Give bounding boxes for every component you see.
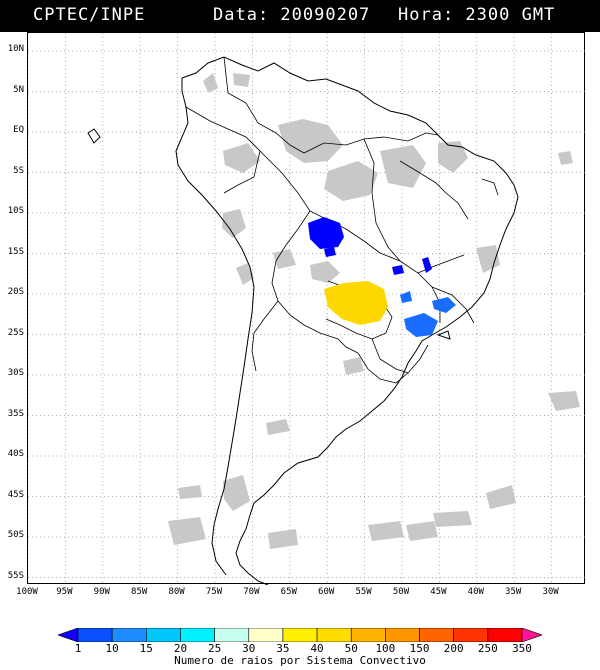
legend-tick-label: 15: [139, 642, 153, 655]
time-label: Hora: 2300 GMT: [398, 5, 556, 25]
lat-label: 20S: [7, 287, 24, 297]
source-label: CPTEC/INPE: [33, 5, 146, 25]
legend-tick-label: 40: [310, 642, 324, 655]
lon-label: 35W: [505, 587, 522, 597]
lon-label: 60W: [318, 587, 335, 597]
legend-tick-label: 20: [173, 642, 188, 655]
lat-label: 55S: [7, 570, 24, 581]
lightning-systems: [308, 217, 456, 337]
coastline: [87, 56, 519, 585]
legend-tick-label: 10: [105, 642, 119, 655]
lon-label: 85W: [131, 587, 148, 597]
legend-swatch: [521, 628, 542, 642]
legend-swatch: [487, 628, 523, 642]
map-header: CPTEC/INPE Data: 20090207 Hora: 2300 GMT: [0, 0, 600, 32]
lon-label: 40W: [467, 587, 484, 597]
legend-swatch: [282, 628, 318, 642]
legend-swatch: [58, 628, 79, 642]
lat-label: 45S: [7, 489, 24, 500]
legend-tick-label: 30: [242, 642, 256, 655]
lat-label: EQ: [13, 125, 24, 135]
legend-swatch: [316, 628, 352, 642]
map-panel: [27, 32, 586, 585]
legend-tick-label: 150: [409, 642, 430, 655]
legend-tick-label: 100: [375, 642, 396, 655]
date-label: Data: 20090207: [213, 5, 371, 25]
lon-label: 55W: [355, 587, 372, 597]
lat-label: 40S: [7, 449, 24, 459]
lon-label: 65W: [280, 587, 297, 597]
lon-label: 100W: [16, 587, 38, 597]
lat-label: 10S: [7, 206, 24, 216]
legend-title: Numero de raios por Sistema Convectivo: [174, 654, 426, 667]
legend-tick-label: 250: [477, 642, 498, 655]
lon-label: 50W: [392, 587, 410, 597]
map-canvas: [28, 33, 586, 585]
cloud-cover: [168, 73, 580, 549]
lon-label: 95W: [56, 587, 73, 597]
lat-label: 35S: [7, 408, 24, 419]
legend-swatch: [146, 628, 181, 642]
country-borders: [185, 56, 499, 384]
legend-swatch: [350, 628, 386, 642]
legend-tick-label: 350: [512, 642, 532, 655]
lon-label: 45W: [430, 587, 447, 597]
legend-tick-label: 1: [74, 642, 82, 655]
lat-label: 5N: [13, 84, 24, 95]
lat-label: 30S: [7, 368, 24, 378]
legend-swatch: [111, 628, 147, 642]
lon-label: 75W: [205, 587, 223, 597]
legend-swatch: [385, 628, 420, 642]
legend-swatch: [214, 628, 250, 642]
lat-label: 10N: [7, 44, 24, 54]
lon-label: 30W: [542, 587, 559, 597]
legend-tick-label: 50: [344, 642, 358, 655]
legend-tick-label: 35: [276, 642, 290, 655]
legend-swatch: [77, 628, 113, 642]
graticule: [28, 33, 586, 585]
legend-swatch: [248, 628, 284, 642]
legend-swatch: [419, 628, 454, 642]
color-legend-bar: [58, 628, 542, 642]
legend-tick-label: 25: [207, 642, 222, 655]
lat-label: 50S: [7, 530, 24, 540]
legend-swatch: [180, 628, 215, 642]
lon-label: 80W: [168, 587, 185, 597]
lat-label: 15S: [7, 246, 24, 257]
lat-label: 25S: [7, 327, 24, 338]
legend-tick-label: 200: [443, 642, 464, 655]
legend-swatch: [453, 628, 489, 642]
lon-label: 70W: [243, 587, 260, 597]
lat-label: 5S: [13, 165, 24, 176]
lon-label: 90W: [93, 587, 110, 597]
